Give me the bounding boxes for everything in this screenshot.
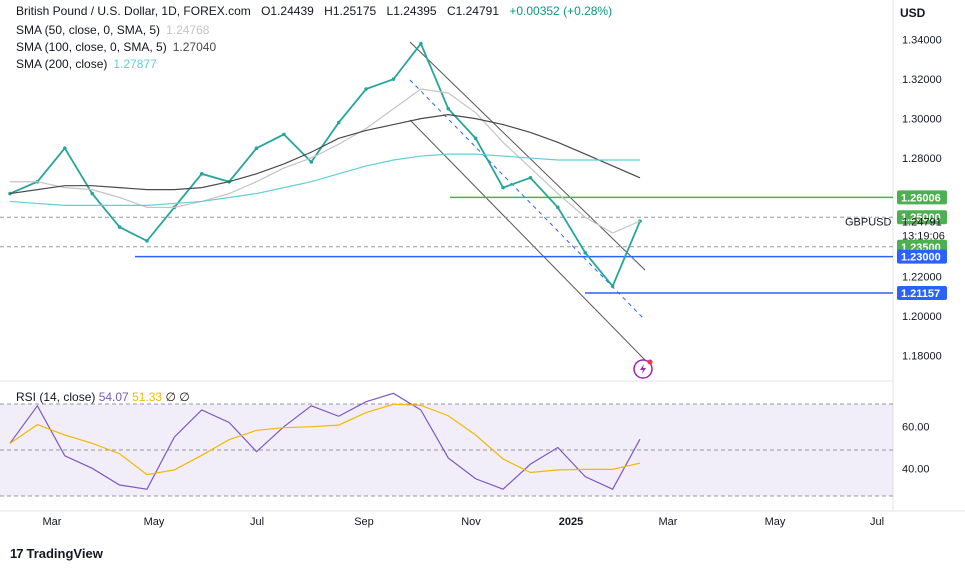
price-point — [528, 175, 533, 180]
price-tick-label: 1.18000 — [902, 350, 942, 362]
series-group — [8, 41, 642, 289]
time-tick-label: Mar — [43, 516, 62, 528]
price-level-badge — [897, 210, 947, 225]
sma200-legend[interactable]: SMA (200, close) 1.27877 — [16, 57, 157, 71]
time-tick-label: Sep — [354, 516, 374, 528]
sma200-value: 1.27877 — [113, 57, 157, 71]
time-axis[interactable]: Mar May Jul Sep Nov 2025 Mar May Jul — [43, 516, 885, 528]
currency-label[interactable]: USD — [900, 6, 926, 20]
ohlc-high: H1.25175 — [324, 4, 377, 18]
price-tick-label: 1.22000 — [902, 271, 942, 283]
price-level-label: 1.25000 — [901, 212, 941, 224]
rsi-tick-label: 60.00 — [902, 422, 930, 434]
sma50-legend[interactable]: SMA (50, close, 0, SMA, 5) 1.24768 — [16, 23, 209, 37]
price-level-label: 1.23000 — [901, 252, 941, 264]
rsi-label: RSI (14, close) — [16, 390, 96, 404]
time-tick-label: Jul — [250, 516, 264, 528]
sma100-legend[interactable]: SMA (100, close, 0, SMA, 5) 1.27040 — [16, 40, 216, 54]
price-point — [90, 191, 94, 196]
price-point — [309, 160, 314, 164]
sma200-label: SMA (200, close) — [16, 57, 108, 71]
sma-line-2 — [9, 114, 641, 195]
alert-icon[interactable] — [633, 359, 653, 379]
ohlc-low: L1.24395 — [386, 4, 437, 18]
price-tick-label: 1.34000 — [902, 35, 942, 47]
ohlc-open: O1.24439 — [261, 4, 314, 18]
price-point — [117, 225, 122, 229]
price-level-badge — [897, 190, 947, 205]
price-tick-label: 1.28000 — [902, 153, 942, 165]
channel-lower-line[interactable] — [409, 119, 646, 361]
time-tick-label: 2025 — [559, 516, 583, 528]
brand-name: TradingView — [26, 546, 103, 561]
sma100-value: 1.27040 — [172, 40, 217, 54]
price-tick-label: 1.20000 — [902, 311, 942, 323]
time-tick-label: Nov — [461, 516, 481, 528]
price-tick-label: 1.30000 — [902, 114, 942, 126]
rsi-group: 60.00 40.00 — [9, 392, 930, 490]
price-point — [419, 41, 423, 46]
price-point — [336, 120, 341, 125]
rsi-tick-label: 40.00 — [902, 463, 930, 475]
price-level-badge — [897, 249, 947, 264]
rsi-ma-line — [9, 403, 641, 476]
price-point — [62, 146, 67, 150]
price-point — [610, 284, 615, 289]
price-point — [556, 205, 560, 210]
price-line — [9, 41, 641, 288]
symbol-header: British Pound / U.S. Dollar, 1D, FOREX.c… — [16, 4, 619, 18]
price-point — [364, 87, 368, 91]
rsi-legend[interactable]: RSI (14, close) 54.07 51.33 ∅ ∅ — [16, 390, 190, 404]
rsi-value: 54.07 — [98, 390, 129, 404]
rsi-extra-1: ∅ — [165, 390, 176, 404]
current-symbol-label: GBPUSD — [845, 216, 892, 228]
ohlc-close: C1.24791 — [446, 4, 499, 18]
price-level-badge — [897, 286, 947, 301]
time-tick-label: May — [765, 516, 786, 528]
ohlc-change: +0.00352 (+0.28%) — [509, 4, 613, 18]
sma50-value: 1.24768 — [166, 23, 210, 37]
rsi-line — [9, 392, 641, 490]
countdown-label: 13:19:06 — [902, 230, 945, 242]
price-point — [391, 77, 396, 81]
level-lines — [0, 196, 893, 294]
tradingview-logo-icon: 17 — [10, 546, 24, 561]
price-tick-label: 1.32000 — [902, 74, 942, 86]
rsi-extra-2: ∅ — [179, 390, 190, 404]
price-point — [446, 106, 451, 111]
sma50-label: SMA (50, close, 0, SMA, 5) — [16, 23, 161, 37]
channel-upper-line[interactable] — [409, 41, 646, 271]
price-point — [199, 172, 204, 176]
price-point — [473, 136, 478, 141]
sma-line-3 — [9, 153, 640, 206]
rsi-ma-value: 51.33 — [132, 390, 163, 404]
sma-line-1 — [10, 88, 641, 234]
price-level-label: 1.21157 — [901, 288, 940, 300]
price-point — [583, 250, 588, 255]
price-level-label: 1.26006 — [901, 192, 941, 204]
time-tick-label: Jul — [870, 516, 884, 528]
time-tick-label: Mar — [659, 516, 678, 528]
current-price-label: 1.24791 — [902, 216, 942, 228]
price-point — [145, 239, 149, 243]
price-point — [501, 185, 505, 190]
instrument-title[interactable]: British Pound / U.S. Dollar, 1D, FOREX.c… — [16, 4, 251, 18]
sma100-label: SMA (100, close, 0, SMA, 5) — [16, 40, 167, 54]
price-point — [254, 146, 259, 150]
price-axis[interactable]: 1.34000 1.32000 1.30000 1.28000 1.22000 1.200… — [845, 35, 947, 363]
price-point — [282, 132, 286, 137]
brand: 17 TradingView — [10, 546, 103, 561]
time-tick-label: May — [144, 516, 165, 528]
